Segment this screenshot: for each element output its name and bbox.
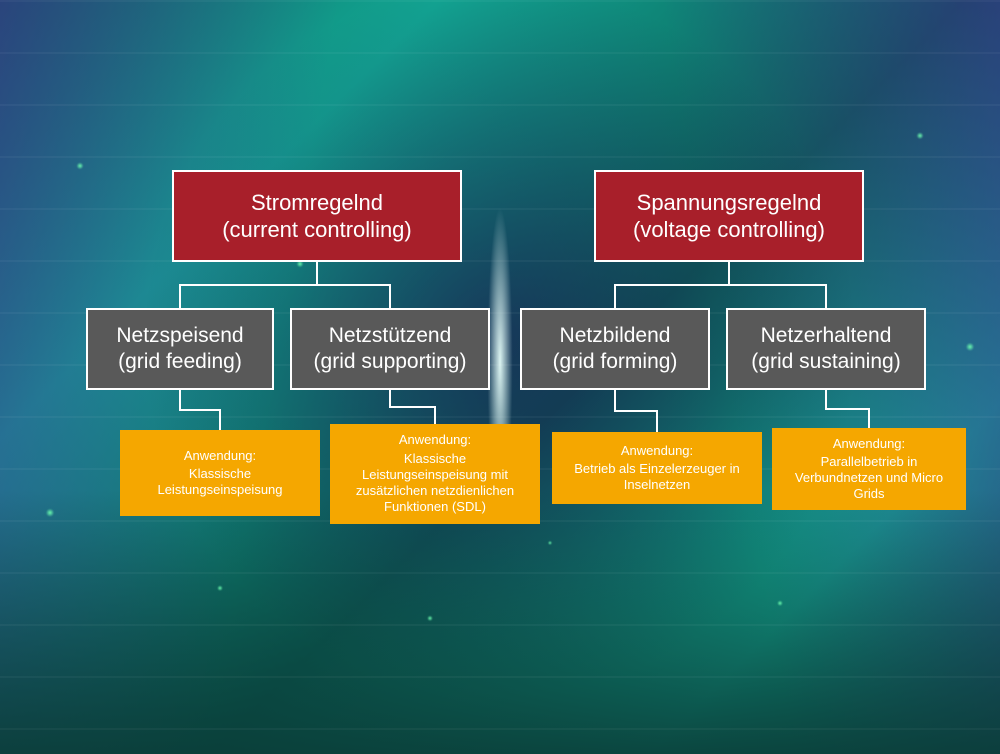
connector-segment <box>389 285 391 308</box>
node-top_right-line1: Spannungsregelnd <box>637 189 822 217</box>
node-bot_4: Anwendung: Parallelbetrieb in Verbundnetz… <box>772 428 966 510</box>
connector-segment <box>825 285 827 308</box>
node-bot_4-head: Anwendung: <box>833 436 905 452</box>
node-mid_4-line2: (grid sustaining) <box>751 349 900 375</box>
node-mid_2: Netzstützend(grid supporting) <box>290 308 490 390</box>
connector-segment <box>656 411 658 432</box>
diagram-stage: Stromregelnd(current controlling) Spannun… <box>0 0 1000 754</box>
connector-segment <box>614 284 730 286</box>
node-top_right: Spannungsregelnd(voltage controlling) <box>594 170 864 262</box>
node-bot_1: Anwendung: Klassische Leistungseinspeisun… <box>120 430 320 516</box>
node-mid_2-line1: Netzstützend <box>329 323 452 349</box>
node-mid_3-line1: Netzbildend <box>560 323 671 349</box>
connector-segment <box>389 406 436 408</box>
node-mid_1-line2: (grid feeding) <box>118 349 242 375</box>
node-mid_4-line1: Netzerhaltend <box>761 323 892 349</box>
connector-segment <box>825 408 870 410</box>
connector-segment <box>389 390 391 407</box>
connector-segment <box>179 390 181 410</box>
node-mid_3: Netzbildend(grid forming) <box>520 308 710 390</box>
connector-segment <box>728 284 827 286</box>
node-top_left: Stromregelnd(current controlling) <box>172 170 462 262</box>
node-bot_1-body: Klassische Leistungseinspeisung <box>130 466 310 499</box>
node-bot_2: Anwendung: Klassische Leistungseinspeisun… <box>330 424 540 524</box>
node-bot_2-head: Anwendung: <box>399 432 471 448</box>
node-bot_3-head: Anwendung: <box>621 443 693 459</box>
connector-segment <box>434 407 436 424</box>
node-top_left-line1: Stromregelnd <box>251 189 383 217</box>
node-mid_1-line1: Netzspeisend <box>116 323 243 349</box>
node-top_right-line2: (voltage controlling) <box>633 216 825 244</box>
node-bot_4-body: Parallelbetrieb in Verbundnetzen und Mic… <box>782 454 956 503</box>
node-mid_4: Netzerhaltend(grid sustaining) <box>726 308 926 390</box>
connector-segment <box>728 262 730 285</box>
node-mid_3-line2: (grid forming) <box>553 349 678 375</box>
connector-segment <box>868 409 870 428</box>
node-bot_3-body: Betrieb als Einzelerzeuger in Inselnetze… <box>562 461 752 494</box>
connector-segment <box>179 285 181 308</box>
connector-segment <box>219 410 221 430</box>
connector-segment <box>825 390 827 409</box>
node-mid_1: Netzspeisend(grid feeding) <box>86 308 274 390</box>
node-bot_3: Anwendung: Betrieb als Einzelerzeuger in … <box>552 432 762 504</box>
connector-segment <box>179 284 318 286</box>
node-bot_2-body: Klassische Leistungseinspeisung mit zusä… <box>340 451 530 516</box>
connector-segment <box>316 262 318 285</box>
connector-segment <box>614 410 658 412</box>
connector-segment <box>179 409 221 411</box>
node-top_left-line2: (current controlling) <box>222 216 412 244</box>
connector-segment <box>614 285 616 308</box>
connector-segment <box>614 390 616 411</box>
node-mid_2-line2: (grid supporting) <box>314 349 467 375</box>
connector-segment <box>316 284 391 286</box>
node-bot_1-head: Anwendung: <box>184 448 256 464</box>
